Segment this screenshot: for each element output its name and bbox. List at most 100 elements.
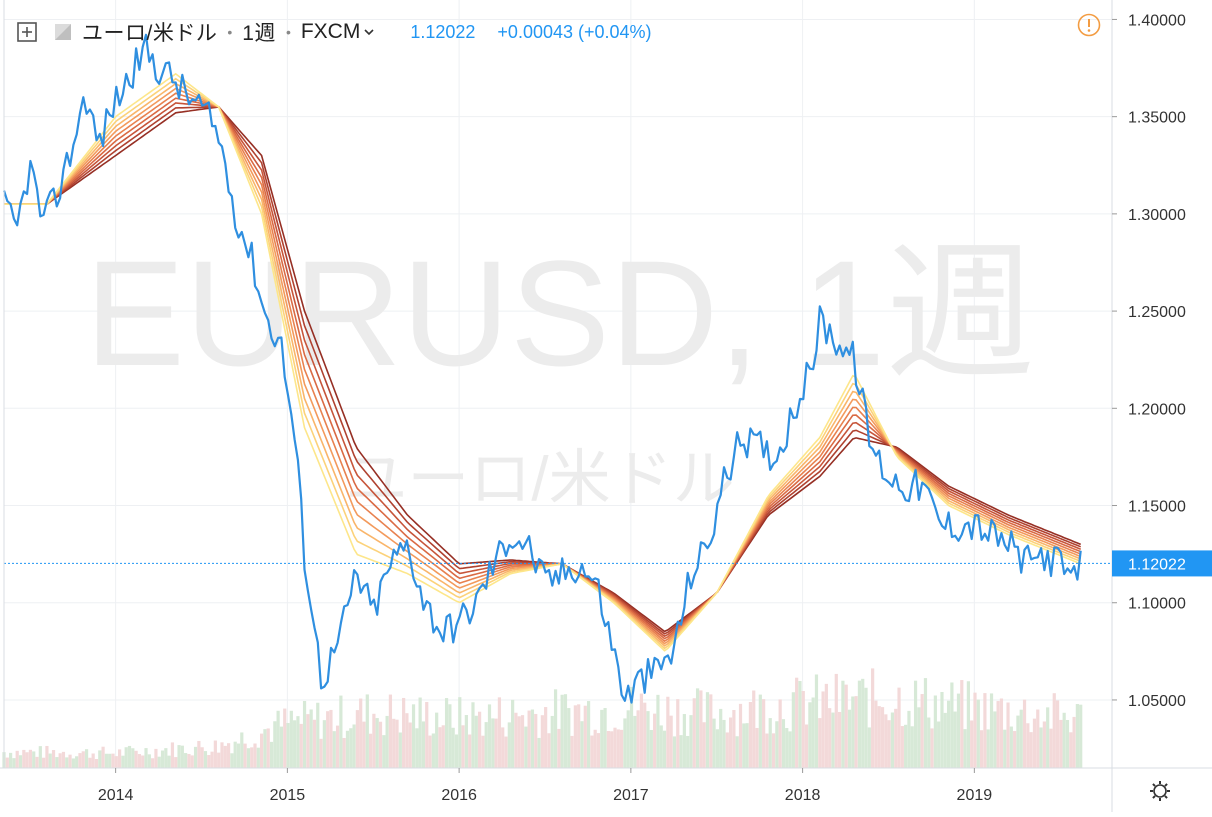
volume-bar <box>900 726 904 768</box>
volume-bars <box>2 668 1083 768</box>
volume-bar <box>35 756 39 768</box>
volume-bar <box>451 727 455 768</box>
volume-bar <box>758 694 762 768</box>
volume-bar <box>976 699 980 768</box>
x-tick-label: 2014 <box>98 787 134 804</box>
volume-bar <box>649 729 653 768</box>
volume-bar <box>1039 727 1043 768</box>
y-tick-label: 1.40000 <box>1128 12 1186 29</box>
volume-bar <box>956 693 961 768</box>
volume-bar <box>557 728 561 768</box>
volume-bar <box>623 718 627 768</box>
volume-bar <box>524 726 528 768</box>
y-tick-label: 1.15000 <box>1128 499 1186 516</box>
volume-bar <box>537 737 541 768</box>
volume-bar <box>620 729 624 768</box>
volume-bar <box>742 723 746 768</box>
settings-gear-icon[interactable] <box>1150 781 1170 801</box>
volume-bar <box>187 753 191 768</box>
volume-bar <box>877 706 881 768</box>
gear-tooth <box>1152 795 1156 799</box>
volume-bar <box>458 697 462 768</box>
volume-bar <box>230 753 234 768</box>
volume-bar <box>213 740 217 768</box>
volume-bar <box>78 753 82 768</box>
volume-bar <box>395 719 399 768</box>
symbol-name[interactable]: ユーロ/米ドル <box>82 22 218 45</box>
volume-bar <box>980 730 984 768</box>
add-compare-icon[interactable] <box>16 21 38 43</box>
volume-bar <box>25 752 29 768</box>
volume-bar <box>316 702 320 768</box>
volume-bar <box>973 692 977 768</box>
volume-bar <box>534 713 538 768</box>
volume-bar <box>345 730 350 768</box>
volume-bar <box>795 677 799 768</box>
volume-bar <box>999 698 1004 768</box>
volume-bar <box>910 726 914 768</box>
volume-bar <box>243 743 247 768</box>
volume-bar <box>111 753 115 768</box>
volume-bar <box>752 690 756 768</box>
volume-bar <box>1055 700 1060 768</box>
volume-bar <box>18 755 23 768</box>
volume-bar <box>170 742 175 768</box>
volume-bar <box>530 709 535 768</box>
volume-bar <box>382 735 386 768</box>
volume-bar <box>1079 704 1083 768</box>
volume-bar <box>913 680 918 768</box>
volume-bar <box>540 715 544 768</box>
volume-bar <box>1003 729 1007 768</box>
volume-bar <box>791 692 795 768</box>
volume-bar <box>567 708 571 768</box>
volume-bar <box>596 733 601 768</box>
volume-bar <box>580 721 584 768</box>
volume-bar <box>253 743 257 768</box>
volume-bar <box>137 754 142 768</box>
volume-bar <box>335 725 340 768</box>
volume-bar <box>927 717 931 768</box>
volume-bar <box>811 697 815 768</box>
volume-bar <box>600 709 604 768</box>
gear-tooth <box>1164 783 1168 787</box>
volume-bar <box>55 757 59 768</box>
volume-bar <box>517 716 521 768</box>
alert-icon[interactable] <box>1077 13 1101 37</box>
volume-bar <box>141 755 145 768</box>
volume-bar <box>828 708 832 768</box>
volume-bar <box>504 736 508 768</box>
volume-bar <box>917 707 921 768</box>
volume-bar <box>240 732 244 768</box>
volume-bar <box>385 715 389 768</box>
volume-bar <box>497 697 502 768</box>
volume-bar <box>930 728 934 768</box>
volume-bar <box>831 712 835 768</box>
volume-bar <box>692 698 696 768</box>
volume-bar <box>468 734 472 768</box>
volume-bar <box>326 711 330 768</box>
volume-bar <box>880 707 885 768</box>
volume-bar <box>857 680 862 768</box>
exchange-dropdown[interactable]: FXCM <box>301 20 375 44</box>
volume-bar <box>45 745 49 768</box>
volume-bar <box>748 701 753 768</box>
volume-bar <box>1075 704 1079 768</box>
last-price: 1.12022 <box>410 21 476 42</box>
volume-bar <box>88 757 92 768</box>
volume-bar <box>560 694 564 768</box>
volume-bar <box>715 729 719 768</box>
volume-bar <box>425 701 429 768</box>
gear-tooth <box>1164 795 1168 799</box>
volume-bar <box>501 727 505 768</box>
volume-bar <box>610 731 614 768</box>
volume-bar <box>369 733 373 768</box>
volume-bar <box>448 704 452 768</box>
volume-bar <box>1006 702 1010 768</box>
y-tick-label: 1.20000 <box>1128 401 1186 418</box>
volume-bar <box>435 712 439 768</box>
volume-bar <box>477 711 482 768</box>
interval-label[interactable]: 1週 <box>242 22 276 45</box>
volume-bar <box>71 758 75 768</box>
